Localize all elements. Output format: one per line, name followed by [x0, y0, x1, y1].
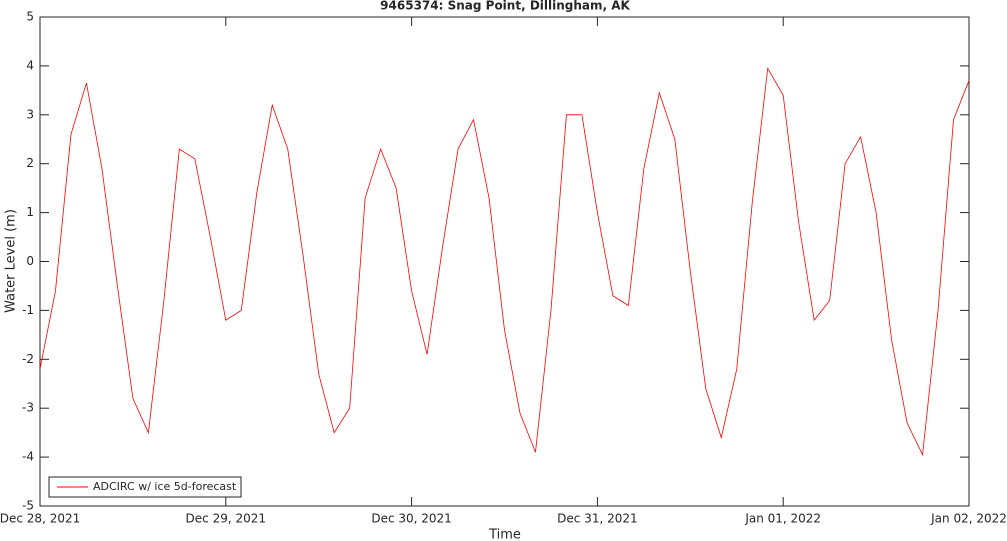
plot-box	[39, 16, 970, 507]
y-tick-label: 3	[26, 107, 34, 121]
y-tick-label: 0	[26, 254, 34, 268]
x-tick-label: Dec 31, 2021	[557, 512, 637, 526]
x-tick-label: Dec 30, 2021	[371, 512, 451, 526]
x-axis-label: Time	[488, 528, 521, 541]
y-tick-label: -4	[22, 450, 34, 464]
y-tick-label: -1	[22, 303, 34, 317]
y-axis-label: Water Level (m)	[4, 209, 19, 313]
x-tick-label: Jan 02, 2022	[930, 512, 1007, 526]
y-tick-label: 1	[26, 205, 34, 219]
chart-title: 9465374: Snag Point, Dillingham, AK	[380, 0, 630, 13]
y-tick-label: 5	[26, 10, 34, 24]
y-tick-label: -5	[22, 499, 34, 513]
x-tick-label: Dec 28, 2021	[0, 512, 80, 526]
y-tick-label: -2	[22, 352, 34, 366]
y-tick-label: -3	[22, 401, 34, 415]
y-tick-label: 2	[26, 156, 34, 170]
x-tick-label: Jan 01, 2022	[744, 512, 821, 526]
legend-label: ADCIRC w/ ice 5d-forecast	[93, 480, 237, 493]
x-tick-label: Dec 29, 2021	[186, 512, 266, 526]
y-tick-label: 4	[26, 58, 34, 72]
data-line	[39, 67, 970, 457]
legend-box	[48, 476, 242, 498]
